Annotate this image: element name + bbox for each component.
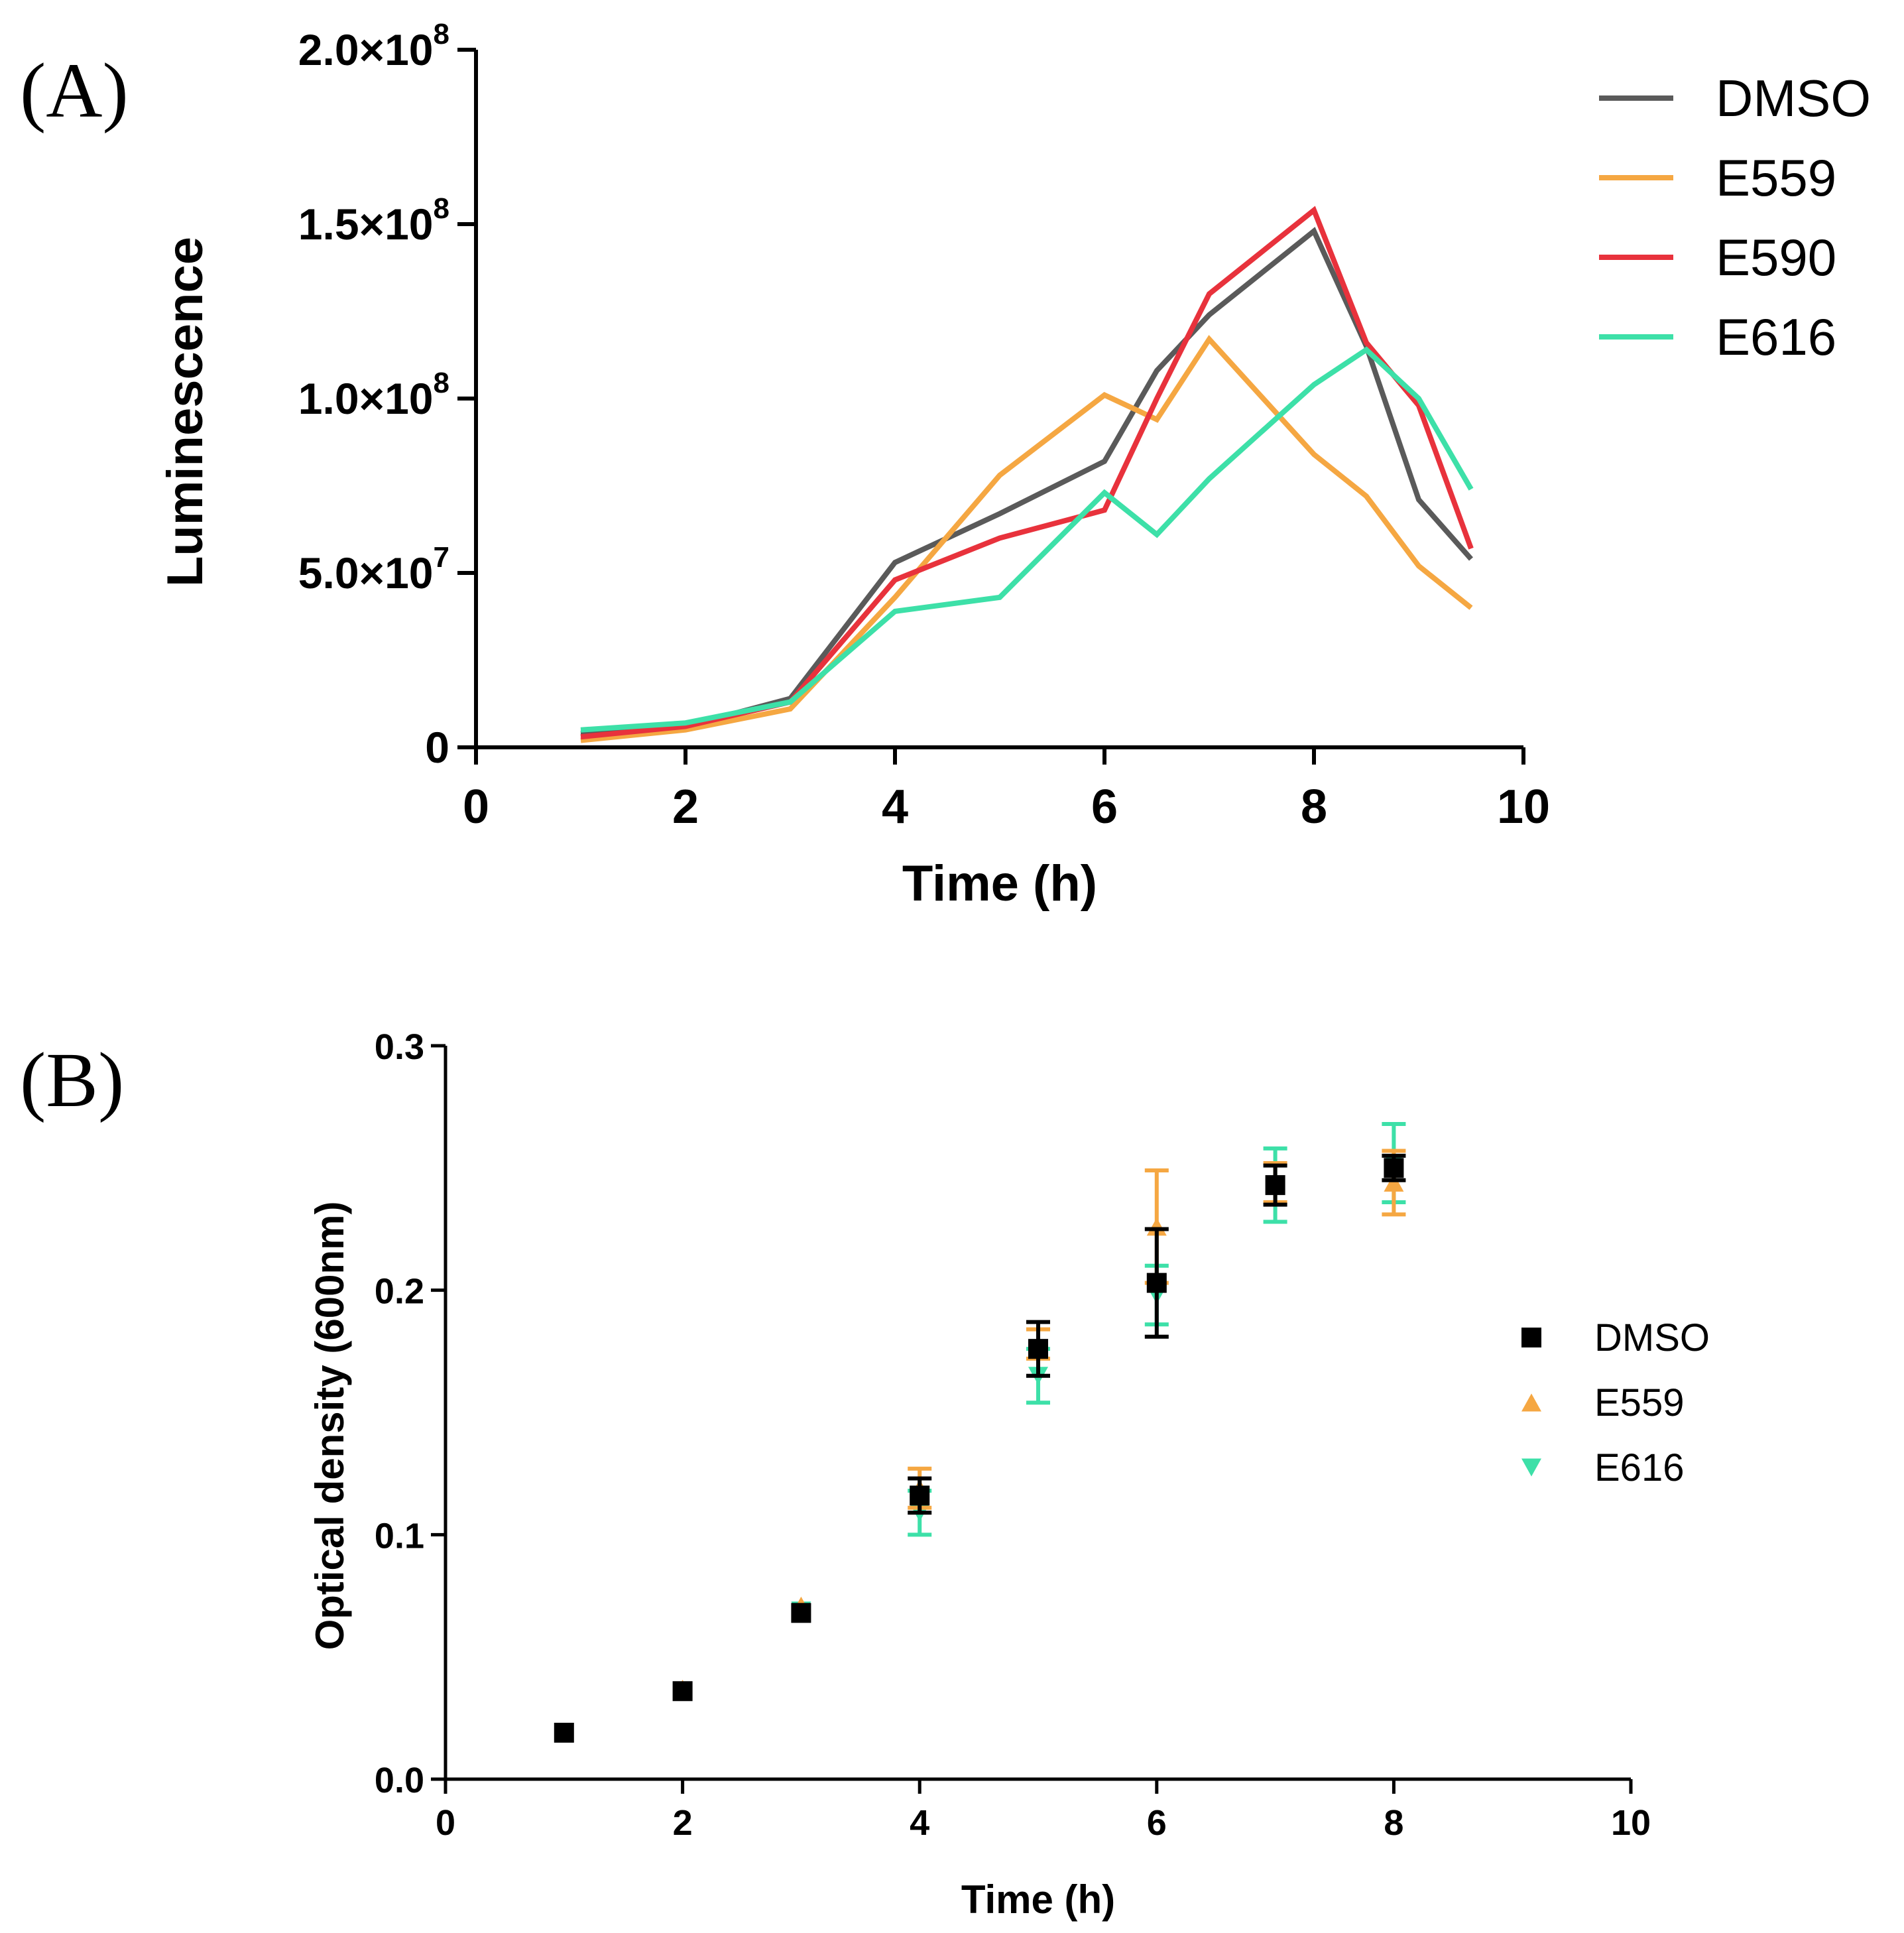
y-tick-label: 5.0×107: [298, 541, 449, 597]
y-tick-label: 0.0: [375, 1761, 424, 1800]
legend-marker-dmso: [1521, 1328, 1541, 1347]
data-point-e559: [1146, 1217, 1167, 1236]
y-tick-label: 0.1: [375, 1516, 424, 1556]
legend-label-e616: E616: [1594, 1446, 1684, 1489]
x-tick-label: 0: [436, 1803, 455, 1843]
y-tick-label: 0.3: [375, 1027, 424, 1067]
data-point-dmso: [910, 1485, 930, 1506]
y-tick-label: 0: [425, 723, 449, 772]
x-tick-label: 2: [672, 780, 699, 834]
optical-density-scatter-chart: 0.0 0.1 0.2 0.3 0 2 4 6 8 10 Time (h) Optical densi…: [308, 1027, 1710, 1922]
x-tick-label: 10: [1611, 1803, 1651, 1843]
luminescence-line-chart: 0 5.0×107 1.0×108 1.5×108 2.0×108 0 2 4 6 8 10 Time…: [157, 18, 1871, 912]
series-line-e559: [580, 335, 1473, 743]
data-point-dmso: [791, 1603, 811, 1623]
y-tick-label: 1.0×108: [298, 367, 449, 423]
x-tick-label: 6: [1091, 780, 1118, 834]
data-point-dmso: [672, 1681, 693, 1702]
legend-marker-e616: [1521, 1458, 1541, 1477]
data-point-dmso: [1384, 1158, 1404, 1178]
x-tick-label: 10: [1497, 780, 1550, 834]
y-tick-label: 1.5×108: [298, 192, 449, 249]
series-group-e559: [554, 1149, 1406, 1742]
data-point-dmso: [1265, 1175, 1285, 1196]
x-tick-label: 0: [463, 780, 489, 834]
x-tick-label: 2: [673, 1803, 693, 1843]
x-tick-label: 4: [882, 780, 908, 834]
legend-marker-e559: [1521, 1393, 1541, 1412]
x-tick-label: 4: [910, 1803, 929, 1843]
x-tick-label: 8: [1301, 780, 1327, 834]
y-axis-title: Optical density (600nm): [308, 1202, 352, 1651]
series-line-e616: [580, 346, 1474, 733]
series-group-e616: [554, 1121, 1406, 1742]
legend-label-dmso: DMSO: [1716, 69, 1871, 127]
data-point-dmso: [1028, 1339, 1048, 1359]
x-axis-title: Time (h): [961, 1877, 1115, 1922]
y-tick-label: 2.0×108: [298, 18, 449, 74]
x-axis-title: Time (h): [902, 855, 1097, 912]
x-tick-label: 8: [1384, 1803, 1403, 1843]
panel-label-a: (A): [20, 47, 129, 134]
panel-label-b: (B): [20, 1036, 125, 1123]
data-point-dmso: [554, 1722, 574, 1743]
y-axis-title: Luminescence: [157, 237, 213, 587]
legend-label-dmso: DMSO: [1594, 1316, 1710, 1359]
series-group-dmso: [554, 1153, 1406, 1743]
series-line-dmso: [580, 227, 1473, 736]
data-point-dmso: [1146, 1273, 1167, 1293]
x-tick-label: 6: [1147, 1803, 1167, 1843]
data-point-e559: [1384, 1173, 1404, 1192]
y-tick-label: 0.2: [375, 1272, 424, 1312]
legend-label-e559: E559: [1716, 149, 1836, 207]
legend-label-e616: E616: [1716, 308, 1836, 366]
legend-label-e590: E590: [1716, 228, 1836, 286]
legend-label-e559: E559: [1594, 1381, 1684, 1424]
